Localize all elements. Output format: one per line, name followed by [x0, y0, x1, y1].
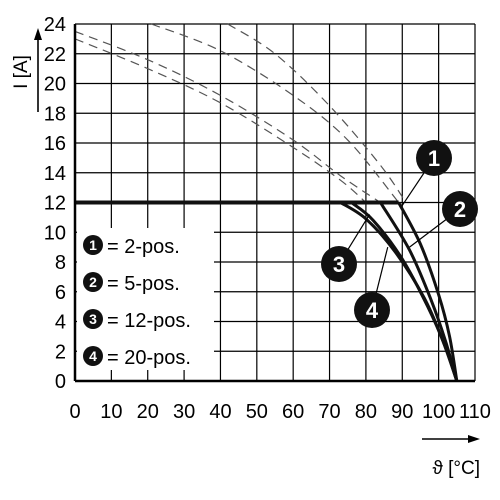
y-tick-label: 20 — [44, 74, 66, 96]
y-tick-label: 24 — [44, 14, 66, 36]
dashed-curve — [151, 23, 400, 203]
legend-badge-number: 1 — [89, 237, 97, 253]
y-tick-label: 4 — [55, 312, 66, 334]
legend-badge-number: 3 — [89, 311, 97, 327]
y-tick-label: 22 — [44, 44, 66, 66]
legend-badge — [83, 309, 103, 329]
callout-badge-number: 2 — [454, 197, 466, 222]
x-tick-label: 20 — [137, 401, 159, 423]
dashed-curve — [74, 38, 367, 203]
legend-entry-label: = 2-pos. — [107, 236, 180, 258]
x-tick-label: 60 — [282, 401, 304, 423]
callout-badge — [321, 246, 357, 282]
y-tick-label: 6 — [55, 282, 66, 304]
x-tick-label: 40 — [209, 401, 231, 423]
legend: 1 = 2-pos. 2 = 5-pos. 3 = 12-pos. 4 = 20-pos. — [77, 228, 214, 370]
x-tick-label: 80 — [355, 401, 377, 423]
legend-entry-label: = 20-pos. — [107, 347, 191, 369]
dashed-curves — [74, 23, 407, 203]
legend-entry-label: = 12-pos. — [107, 310, 191, 332]
series-line-4 — [339, 201, 459, 382]
x-axis-arrow-head — [468, 435, 480, 443]
callout-badge — [442, 191, 478, 227]
series-curves — [75, 200, 459, 382]
y-tick-label: 14 — [44, 163, 66, 185]
y-tick-label: 10 — [44, 222, 66, 244]
legend-badge-number: 4 — [89, 348, 97, 364]
legend-badge — [83, 346, 103, 366]
callout-badge — [416, 140, 452, 176]
x-tick-labels: 0 10 20 30 40 50 60 70 80 90 100 110 — [69, 401, 491, 423]
axes — [34, 24, 480, 443]
legend-badge — [83, 272, 103, 292]
x-tick-label: 110 — [459, 401, 491, 423]
x-tick-label: 30 — [173, 401, 195, 423]
callout-badge-number: 4 — [366, 298, 379, 323]
legend-entry-label: = 5-pos. — [107, 273, 180, 295]
y-axis-label: I [A] — [11, 55, 32, 89]
callouts: 1 2 34 — [321, 140, 478, 328]
axis-labels: I [A] ϑ [°C] — [11, 55, 480, 479]
legend-badge — [83, 235, 103, 255]
series-line-1 — [397, 201, 459, 382]
callout-badge — [354, 292, 390, 328]
y-tick-label: 2 — [55, 341, 66, 363]
x-tick-label: 0 — [69, 401, 80, 423]
x-tick-label: 90 — [391, 401, 413, 423]
x-tick-label: 100 — [422, 401, 455, 423]
x-tick-label: 50 — [246, 401, 268, 423]
y-axis-arrow-head — [34, 28, 42, 40]
y-tick-label: 16 — [44, 133, 66, 155]
legend-badge-number: 2 — [89, 274, 97, 290]
y-tick-label: 8 — [55, 252, 66, 274]
y-tick-label: 0 — [55, 371, 66, 393]
x-axis-label: ϑ [°C] — [432, 458, 480, 479]
y-tick-label: 18 — [44, 103, 66, 125]
y-tick-label: 12 — [44, 193, 66, 215]
x-tick-label: 10 — [100, 401, 122, 423]
x-tick-label: 70 — [318, 401, 340, 423]
callout-badge-number: 3 — [333, 252, 345, 277]
dashed-curve — [74, 30, 381, 203]
callout-badge-number: 1 — [428, 146, 440, 171]
